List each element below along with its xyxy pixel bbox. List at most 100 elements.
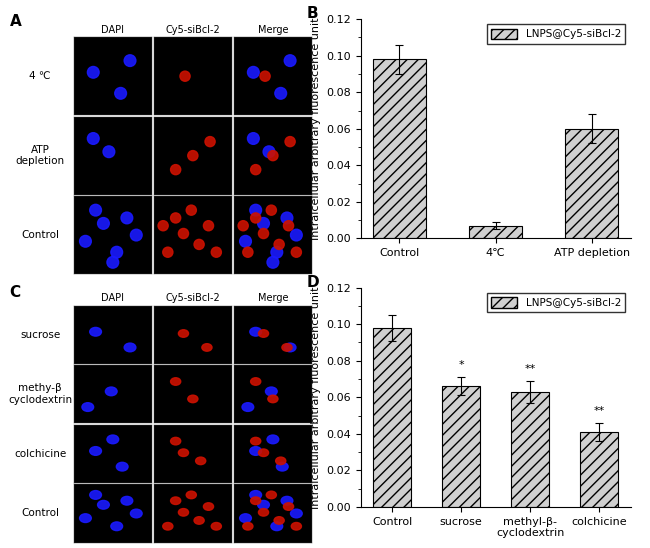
Circle shape xyxy=(131,229,142,241)
Circle shape xyxy=(111,247,123,258)
Circle shape xyxy=(211,247,222,257)
Circle shape xyxy=(251,213,261,223)
Circle shape xyxy=(170,378,181,385)
Circle shape xyxy=(266,491,276,499)
Circle shape xyxy=(284,343,296,352)
Circle shape xyxy=(194,239,204,249)
Circle shape xyxy=(90,490,101,499)
Circle shape xyxy=(284,55,296,66)
Text: Control: Control xyxy=(21,509,59,518)
Circle shape xyxy=(124,343,136,352)
Circle shape xyxy=(259,509,268,516)
Circle shape xyxy=(124,55,136,66)
Circle shape xyxy=(116,463,128,471)
Circle shape xyxy=(243,522,253,530)
Circle shape xyxy=(162,247,173,257)
Circle shape xyxy=(250,204,261,216)
Circle shape xyxy=(79,236,91,247)
Circle shape xyxy=(251,378,261,385)
Circle shape xyxy=(90,204,101,216)
Text: Cy5-siBcl-2: Cy5-siBcl-2 xyxy=(166,293,220,303)
Circle shape xyxy=(180,71,190,81)
Circle shape xyxy=(211,522,222,530)
Text: Merge: Merge xyxy=(257,293,288,303)
Circle shape xyxy=(259,330,268,337)
Circle shape xyxy=(275,88,287,99)
Bar xyxy=(511,392,549,507)
Circle shape xyxy=(170,213,181,223)
Circle shape xyxy=(257,500,269,509)
Text: Cy5-siBcl-2: Cy5-siBcl-2 xyxy=(166,25,220,35)
Circle shape xyxy=(291,247,302,257)
Text: **: ** xyxy=(525,363,536,374)
Legend: LNPS@Cy5-siBcl-2: LNPS@Cy5-siBcl-2 xyxy=(488,293,625,312)
Circle shape xyxy=(178,330,188,337)
Text: **: ** xyxy=(593,406,605,415)
Bar xyxy=(442,386,480,507)
Text: DAPI: DAPI xyxy=(101,25,124,35)
Bar xyxy=(373,59,426,238)
Circle shape xyxy=(248,66,259,78)
Circle shape xyxy=(257,218,269,229)
Circle shape xyxy=(98,500,109,509)
Bar xyxy=(566,129,618,238)
Circle shape xyxy=(203,503,214,510)
Circle shape xyxy=(282,344,292,351)
Circle shape xyxy=(205,136,215,147)
Circle shape xyxy=(186,491,196,499)
Circle shape xyxy=(162,522,173,530)
Circle shape xyxy=(178,449,188,456)
Text: colchicine: colchicine xyxy=(14,449,66,459)
Circle shape xyxy=(203,221,214,231)
Circle shape xyxy=(243,247,253,257)
Circle shape xyxy=(281,496,293,505)
Circle shape xyxy=(281,212,293,224)
Text: A: A xyxy=(10,14,21,28)
Circle shape xyxy=(188,151,198,161)
Circle shape xyxy=(115,88,127,99)
Text: C: C xyxy=(10,285,21,300)
Circle shape xyxy=(291,229,302,241)
Circle shape xyxy=(259,449,268,456)
Circle shape xyxy=(170,164,181,175)
Circle shape xyxy=(283,221,294,231)
Circle shape xyxy=(158,221,168,231)
Circle shape xyxy=(260,71,270,81)
Circle shape xyxy=(250,327,261,336)
Circle shape xyxy=(105,387,117,396)
Circle shape xyxy=(98,218,109,229)
Bar xyxy=(373,328,411,507)
Circle shape xyxy=(248,133,259,144)
Circle shape xyxy=(178,229,188,238)
Circle shape xyxy=(251,497,261,505)
Circle shape xyxy=(251,164,261,175)
Bar xyxy=(580,432,618,507)
Circle shape xyxy=(82,403,94,412)
Circle shape xyxy=(240,236,252,247)
Bar xyxy=(469,226,522,238)
Circle shape xyxy=(170,437,181,445)
Circle shape xyxy=(276,463,288,471)
Circle shape xyxy=(276,457,286,465)
Circle shape xyxy=(283,503,294,510)
Y-axis label: Intraicellular arbitrary fluorescence unit: Intraicellular arbitrary fluorescence un… xyxy=(311,18,320,240)
Circle shape xyxy=(186,205,196,215)
Circle shape xyxy=(131,509,142,518)
Circle shape xyxy=(188,395,198,403)
Text: methy-β
cyclodextrin: methy-β cyclodextrin xyxy=(8,384,72,405)
Text: Merge: Merge xyxy=(257,25,288,35)
Text: 4 ℃: 4 ℃ xyxy=(29,71,51,81)
Circle shape xyxy=(268,395,278,403)
Legend: LNPS@Cy5-siBcl-2: LNPS@Cy5-siBcl-2 xyxy=(488,25,625,44)
Circle shape xyxy=(170,497,181,505)
Circle shape xyxy=(265,387,277,396)
Circle shape xyxy=(251,437,261,445)
Circle shape xyxy=(103,146,115,158)
Circle shape xyxy=(87,66,99,78)
Text: ATP
depletion: ATP depletion xyxy=(16,145,64,167)
Circle shape xyxy=(196,457,206,465)
Circle shape xyxy=(121,212,133,224)
Circle shape xyxy=(111,522,123,530)
Circle shape xyxy=(263,146,275,158)
Y-axis label: Intraicellular arbitrary fluorescence unit: Intraicellular arbitrary fluorescence un… xyxy=(311,286,320,509)
